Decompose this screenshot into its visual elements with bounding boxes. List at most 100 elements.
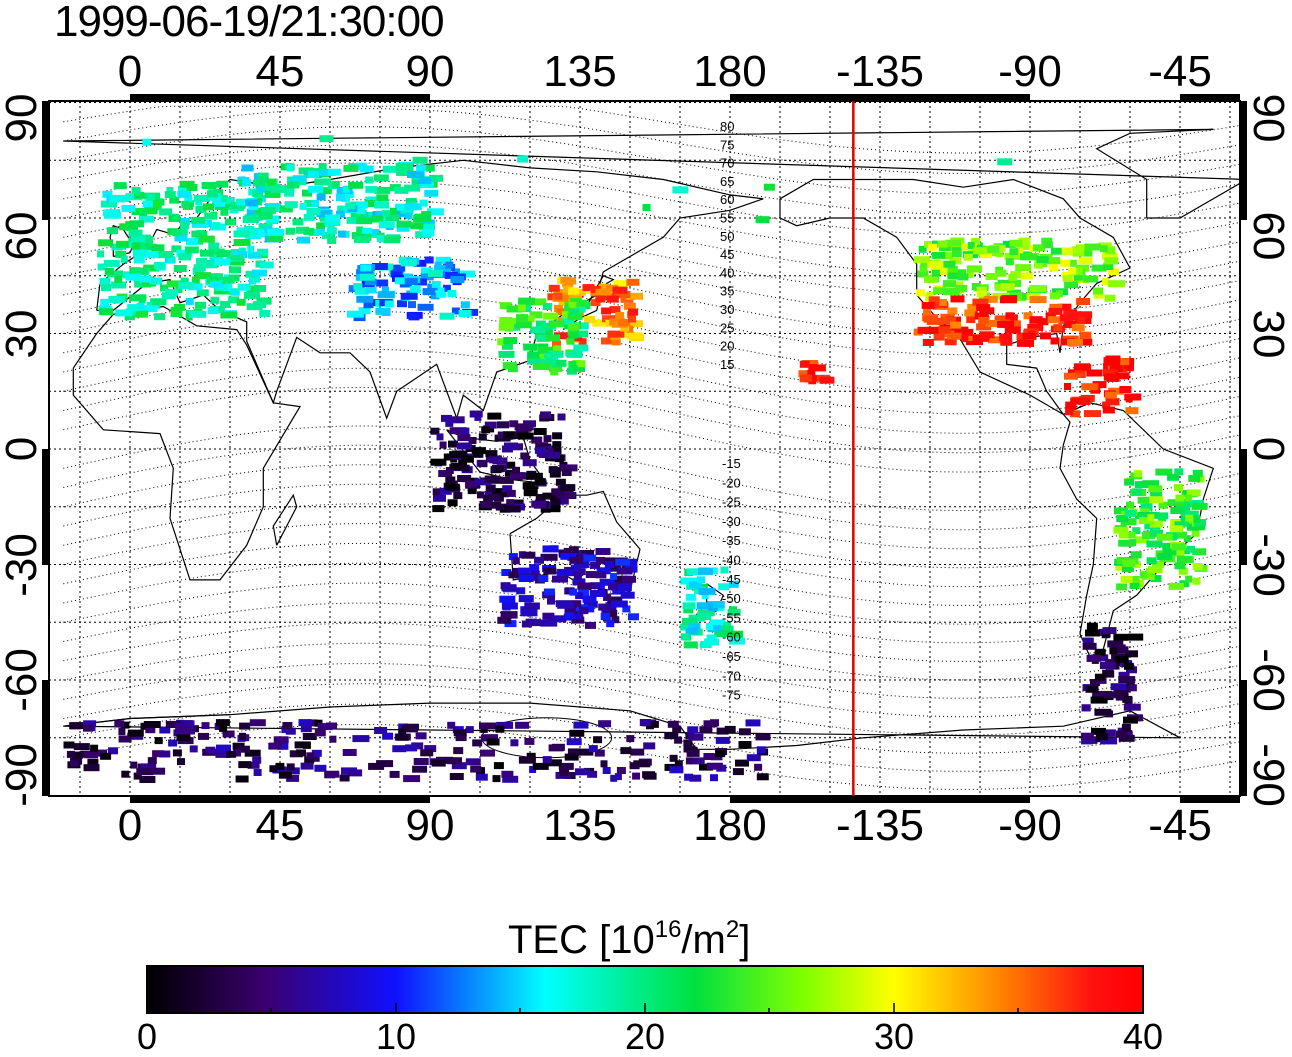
tec-pixel: [566, 738, 582, 746]
tec-pixel: [151, 244, 165, 252]
tec-pixel: [572, 611, 582, 619]
tec-pixel: [404, 723, 419, 731]
tec-pixel: [1108, 280, 1125, 288]
tec-pixel: [1132, 561, 1141, 569]
tec-pixel: [1064, 281, 1079, 289]
tec-pixel: [542, 303, 552, 310]
tec-pixel: [1124, 509, 1137, 517]
tec-pixel: [254, 285, 266, 292]
tec-pixel: [502, 362, 517, 370]
tec-pixel: [1099, 245, 1108, 253]
tec-pixel: [213, 287, 229, 295]
tec-pixel: [680, 633, 689, 641]
tec-pixel: [304, 199, 312, 207]
tec-pixel: [1125, 576, 1140, 583]
tec-pixel: [118, 728, 126, 736]
tec-pixel: [213, 189, 224, 197]
tec-pixel: [556, 568, 573, 576]
tec-pixel: [600, 613, 610, 620]
tec-pixel: [1124, 478, 1135, 486]
tec-pixel: [1029, 285, 1047, 292]
tec-pixel: [572, 578, 586, 586]
tec-pixel: [1108, 268, 1120, 276]
tec-pixel: [417, 177, 432, 185]
tec-pixel: [598, 603, 613, 611]
tec-pixel: [253, 301, 267, 309]
tec-pixel: [282, 722, 293, 729]
tec-pixel: [1079, 331, 1092, 339]
tec-pixel: [544, 352, 559, 360]
tec-pixel: [754, 763, 763, 771]
tec-pixel: [548, 466, 558, 474]
tec-pixel: [501, 342, 513, 350]
tec-pixel: [208, 242, 220, 250]
tec-pixel: [325, 214, 340, 222]
tec-pixel: [327, 168, 341, 176]
tec-pixel: [552, 432, 563, 440]
tec-pixel: [191, 230, 208, 238]
tec-pixel: [590, 561, 601, 569]
tec-pixel: [1183, 498, 1192, 506]
tec-pixel: [214, 258, 231, 266]
tec-pixel: [1005, 258, 1014, 266]
tec-pixel: [1133, 470, 1142, 478]
tec-pixel: [72, 751, 84, 759]
tec-pixel: [1015, 264, 1032, 272]
mlat-label: 50: [720, 229, 734, 244]
tec-pixel: [547, 293, 558, 301]
tec-pixel: [533, 428, 547, 435]
tec-pixel: [1118, 539, 1135, 547]
tec-pixel: [542, 545, 559, 553]
top-tick-90: 90: [405, 47, 455, 96]
tec-pixel: [403, 775, 421, 783]
tec-pixel: [144, 243, 157, 251]
tec-pixel: [1186, 523, 1199, 531]
tec-pixel: [683, 739, 693, 747]
tec-pixel: [1078, 398, 1091, 405]
tec-pixel: [706, 762, 723, 770]
tec-pixel: [153, 261, 165, 269]
tec-pixel: [550, 368, 559, 376]
mlat-label: -70: [722, 668, 741, 683]
tec-pixel: [132, 249, 148, 257]
tec-pixel: [945, 239, 962, 247]
tec-pixel: [608, 583, 618, 591]
tec-pixel: [564, 753, 579, 761]
tec-pixel: [685, 757, 693, 765]
tec-pixel: [1105, 247, 1116, 255]
tec-pixel: [377, 291, 395, 299]
tec-pixel: [802, 360, 819, 367]
tec-pixel: [306, 208, 321, 215]
tec-pixel: [331, 180, 340, 188]
tec-pixel: [493, 762, 504, 770]
tec-pixel: [445, 261, 454, 269]
tec-pixel: [171, 213, 179, 221]
tec-pixel: [224, 283, 233, 291]
tec-pixel: [598, 283, 610, 291]
tec-pixel: [327, 237, 337, 245]
tec-pixel: [404, 278, 418, 286]
tec-pixel: [303, 227, 315, 235]
tec-pixel: [1103, 263, 1114, 270]
tec-pixel: [508, 499, 524, 507]
tec-pixel: [131, 242, 140, 250]
tec-pixel: [755, 733, 771, 741]
tec-pixel: [516, 587, 526, 595]
tec-pixel: [152, 750, 165, 758]
tec-pixel: [253, 213, 260, 221]
tec-pixel: [1065, 401, 1076, 409]
tec-pixel: [97, 263, 106, 271]
tec-pixel: [186, 238, 198, 246]
tec-pixel: [176, 734, 191, 742]
tec-pixel: [308, 719, 318, 727]
tec-pixel: [1000, 338, 1013, 346]
tec-pixel: [219, 724, 228, 732]
tec-pixel: [228, 296, 240, 304]
tec-pixel: [967, 304, 981, 311]
tec-pixel: [374, 727, 388, 734]
tec-pixel: [689, 774, 702, 782]
tec-pixel: [573, 344, 589, 352]
right-tick-m60: -60: [1244, 648, 1292, 712]
tec-pixel: [287, 181, 300, 189]
tec-pixel: [1120, 358, 1130, 366]
